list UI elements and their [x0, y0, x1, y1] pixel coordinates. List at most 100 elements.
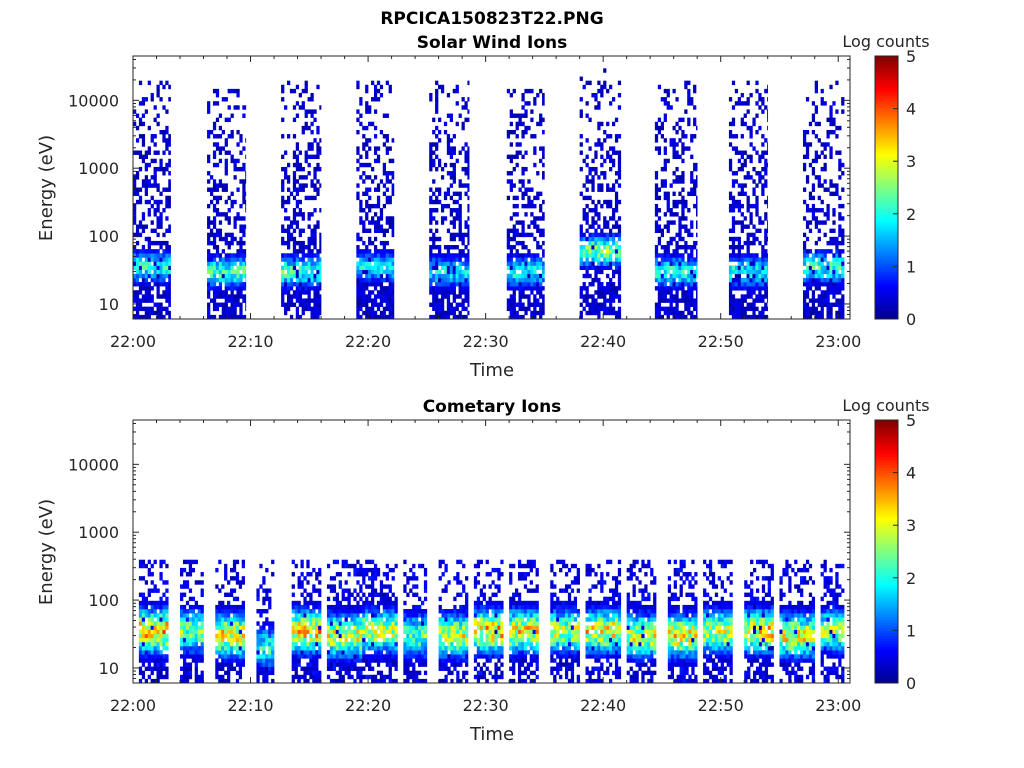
heatmap-cell	[150, 273, 154, 279]
heatmap-cell	[168, 294, 171, 299]
heatmap-cell	[740, 162, 744, 168]
heatmap-cell	[200, 609, 204, 614]
heatmap-cell	[539, 273, 543, 279]
heatmap-cell	[597, 261, 601, 266]
colorbar-segment	[875, 284, 898, 288]
heatmap-cell	[188, 662, 193, 667]
heatmap-cell	[156, 674, 160, 680]
heatmap-cell	[455, 277, 459, 283]
heatmap-cell	[687, 80, 691, 86]
heatmap-cell	[365, 269, 369, 275]
heatmap-cell	[672, 261, 676, 266]
heatmap-cell	[467, 97, 470, 102]
heatmap-cell	[740, 191, 744, 197]
heatmap-cell	[734, 306, 739, 312]
heatmap-cell	[227, 650, 231, 655]
heatmap-cell	[242, 113, 246, 118]
heatmap-cell	[533, 306, 537, 312]
heatmap-cell	[294, 629, 298, 634]
heatmap-cell	[165, 654, 169, 659]
heatmap-cell	[752, 269, 756, 275]
heatmap-cell	[281, 257, 285, 262]
heatmap-cell	[654, 134, 659, 139]
heatmap-cell	[303, 576, 307, 581]
heatmap-cell	[527, 224, 531, 229]
heatmap-cell	[542, 117, 545, 123]
heatmap-cell	[185, 641, 190, 647]
heatmap-cell	[758, 179, 762, 184]
heatmap-cell	[256, 592, 260, 597]
heatmap-cell	[147, 298, 151, 303]
heatmap-cell	[823, 220, 827, 225]
heatmap-cell	[156, 203, 160, 209]
heatmap-cell	[617, 199, 622, 205]
heatmap-cell	[215, 658, 219, 663]
heatmap-cell	[312, 670, 316, 676]
heatmap-cell	[144, 273, 148, 279]
heatmap-cell	[356, 129, 360, 135]
heatmap-cell	[449, 175, 454, 180]
heatmap-cell	[829, 236, 833, 242]
heatmap-cell	[657, 146, 662, 151]
heatmap-cell	[150, 588, 154, 593]
heatmap-cell	[229, 666, 234, 671]
heatmap-cell	[135, 310, 140, 316]
heatmap-cell	[212, 273, 217, 279]
heatmap-cell	[141, 183, 146, 188]
heatmap-cell	[678, 282, 682, 287]
heatmap-cell	[262, 658, 266, 663]
heatmap-cell	[832, 212, 836, 217]
heatmap-cell	[168, 183, 171, 188]
heatmap-cell	[731, 228, 736, 233]
heatmap-cell	[539, 261, 543, 266]
heatmap-cell	[135, 273, 140, 279]
heatmap-cell	[306, 662, 310, 667]
heatmap-cell	[182, 621, 187, 626]
heatmap-cell	[291, 625, 295, 630]
heatmap-cell	[761, 191, 765, 197]
heatmap-cell	[518, 121, 522, 127]
heatmap-cell	[693, 277, 697, 283]
heatmap-cell	[286, 80, 291, 86]
heatmap-cell	[737, 277, 741, 283]
heatmap-cell	[371, 257, 375, 262]
heatmap-cell	[429, 269, 433, 275]
heatmap-cell	[291, 621, 295, 626]
heatmap-cell	[582, 216, 586, 221]
heatmap-cell	[740, 282, 744, 287]
heatmap-cell	[838, 224, 842, 229]
colorbar-segment	[875, 200, 898, 204]
heatmap-cell	[221, 678, 225, 684]
heatmap-cell	[527, 232, 531, 238]
heatmap-cell	[585, 236, 589, 242]
heatmap-cell	[233, 216, 237, 221]
heatmap-cell	[681, 212, 685, 217]
heatmap-cell	[582, 286, 586, 291]
heatmap-cell	[609, 306, 613, 312]
heatmap-cell	[672, 199, 676, 205]
heatmap-cell	[309, 637, 313, 643]
heatmap-cell	[141, 629, 146, 634]
heatmap-cell	[611, 121, 616, 127]
heatmap-cell	[440, 175, 445, 180]
heatmap-cell	[356, 195, 360, 201]
heatmap-cell	[681, 257, 685, 262]
heatmap-cell	[841, 203, 845, 209]
heatmap-cell	[224, 294, 228, 299]
heatmap-cell	[452, 150, 456, 155]
heatmap-cell	[286, 290, 291, 295]
heatmap-cell	[539, 302, 543, 307]
heatmap-cell	[585, 187, 589, 192]
heatmap-cell	[838, 265, 842, 270]
heatmap-cell	[675, 282, 679, 287]
heatmap-cell	[731, 257, 736, 262]
heatmap-cell	[150, 310, 154, 316]
heatmap-cell	[841, 240, 845, 246]
heatmap-cell	[515, 150, 519, 155]
heatmap-cell	[221, 265, 225, 270]
heatmap-cell	[743, 253, 747, 258]
heatmap-cell	[289, 224, 294, 229]
heatmap-cell	[238, 674, 243, 680]
heatmap-cell	[617, 158, 622, 164]
heatmap-cell	[728, 298, 733, 303]
